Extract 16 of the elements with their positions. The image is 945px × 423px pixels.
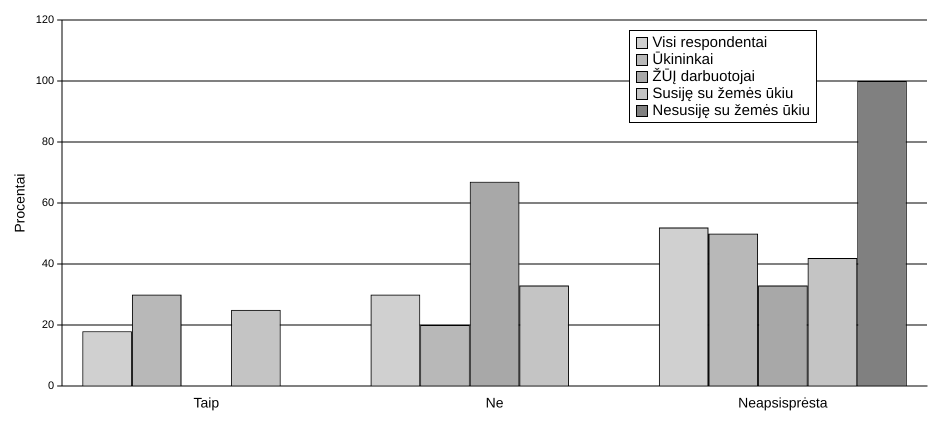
y-tick-label: 40	[42, 258, 54, 270]
x-tick-label: Ne	[486, 394, 504, 410]
y-tick-label: 80	[42, 136, 54, 148]
legend-label: Nesusiję su žemės ūkiu	[652, 102, 810, 119]
legend-label: Susiję su žemės ūkiu	[652, 85, 794, 102]
legend-label: ŽŪĮ darbuotojai	[652, 68, 755, 85]
y-axis-title: Procentai	[11, 174, 28, 233]
x-tick-label: Neapsisprėsta	[738, 394, 828, 410]
y-tick-label: 120	[36, 14, 54, 26]
y-tick-label: 100	[36, 75, 54, 88]
y-tick-label: 20	[42, 319, 54, 332]
legend-label: Ūkininkai	[652, 51, 714, 68]
y-tick-label: 0	[48, 380, 54, 392]
legend-label: Visi respondentai	[652, 34, 768, 51]
x-tick-label: Taip	[193, 394, 220, 410]
y-tick-label: 60	[42, 197, 54, 210]
